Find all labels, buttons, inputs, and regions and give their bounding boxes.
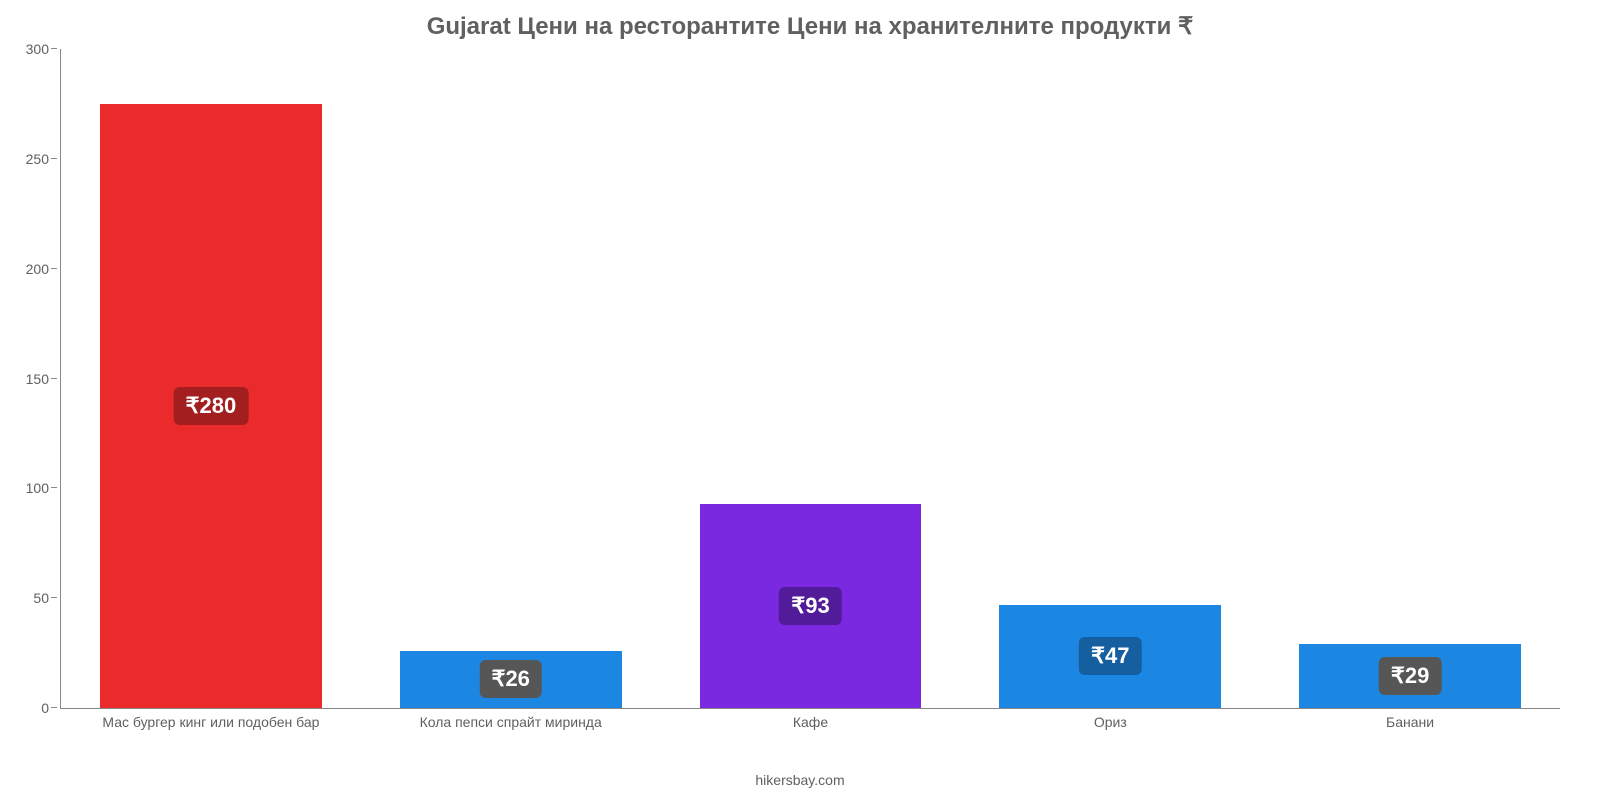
yaxis-label: 250 xyxy=(26,151,49,167)
value-badge: ₹29 xyxy=(1379,657,1441,695)
yaxis-tick xyxy=(51,48,57,49)
yaxis-tick xyxy=(51,268,57,269)
chart-container: Gujarat Цени на ресторантите Цени на хра… xyxy=(0,0,1600,800)
yaxis-label: 100 xyxy=(26,480,49,496)
yaxis-tick xyxy=(51,158,57,159)
value-badge: ₹93 xyxy=(779,587,841,625)
bar-slot: ₹93Кафе xyxy=(661,49,961,708)
yaxis-tick xyxy=(51,597,57,598)
xaxis-label: Кафе xyxy=(793,714,828,730)
value-badge: ₹280 xyxy=(174,387,249,425)
bar: ₹280 xyxy=(100,104,322,708)
xaxis-label: Банани xyxy=(1386,714,1434,730)
bar: ₹47 xyxy=(999,605,1221,708)
yaxis-label: 200 xyxy=(26,261,49,277)
yaxis-tick xyxy=(51,378,57,379)
bar-slot: ₹47Ориз xyxy=(960,49,1260,708)
yaxis-label: 0 xyxy=(41,700,49,716)
yaxis-tick xyxy=(51,707,57,708)
chart-footer: hikersbay.com xyxy=(0,772,1600,788)
bar: ₹29 xyxy=(1299,644,1521,708)
bar: ₹26 xyxy=(400,651,622,708)
yaxis-label: 50 xyxy=(33,590,49,606)
bars-row: ₹280Мас бургер кинг или подобен бар₹26Ко… xyxy=(61,49,1560,708)
value-badge: ₹26 xyxy=(479,660,541,698)
xaxis-label: Ориз xyxy=(1094,714,1127,730)
xaxis-label: Кола пепси спрайт миринда xyxy=(420,714,602,730)
yaxis-label: 300 xyxy=(26,41,49,57)
bar-slot: ₹26Кола пепси спрайт миринда xyxy=(361,49,661,708)
bar: ₹93 xyxy=(700,504,922,708)
yaxis-tick xyxy=(51,487,57,488)
plot-area: ₹280Мас бургер кинг или подобен бар₹26Ко… xyxy=(60,49,1560,709)
value-badge: ₹47 xyxy=(1079,637,1141,675)
bar-slot: ₹280Мас бургер кинг или подобен бар xyxy=(61,49,361,708)
yaxis-label: 150 xyxy=(26,371,49,387)
chart-title: Gujarat Цени на ресторантите Цени на хра… xyxy=(60,0,1560,49)
xaxis-label: Мас бургер кинг или подобен бар xyxy=(102,714,319,730)
bar-slot: ₹29Банани xyxy=(1260,49,1560,708)
